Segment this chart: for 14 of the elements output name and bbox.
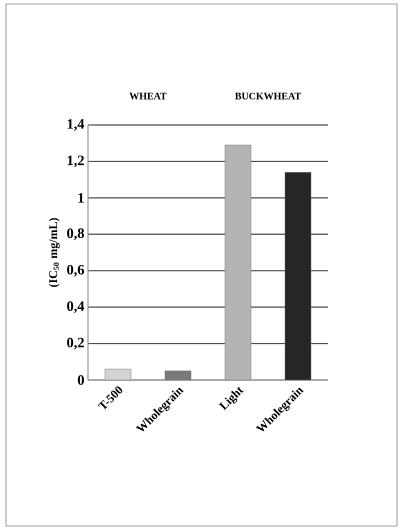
y-tick-label: 0,6 xyxy=(67,264,84,277)
text: WHEAT xyxy=(129,92,167,100)
text: BUCKWHEAT xyxy=(235,92,301,100)
y-tick-label: 1,2 xyxy=(68,156,84,168)
bar xyxy=(224,144,252,380)
y-tick-label: 0,4 xyxy=(67,301,84,314)
bar xyxy=(284,172,312,380)
y-tick-label: 0,2 xyxy=(67,338,84,350)
y-tick-label: 0 xyxy=(78,375,84,385)
y-tick-label: 1,4 xyxy=(68,119,84,131)
y-axis-title: (IC$_{50}$ mg/mL) xyxy=(48,218,60,287)
bar xyxy=(104,368,132,380)
y-tick-label: 1 xyxy=(78,193,84,203)
y-tick-label: 0,8 xyxy=(67,228,84,240)
